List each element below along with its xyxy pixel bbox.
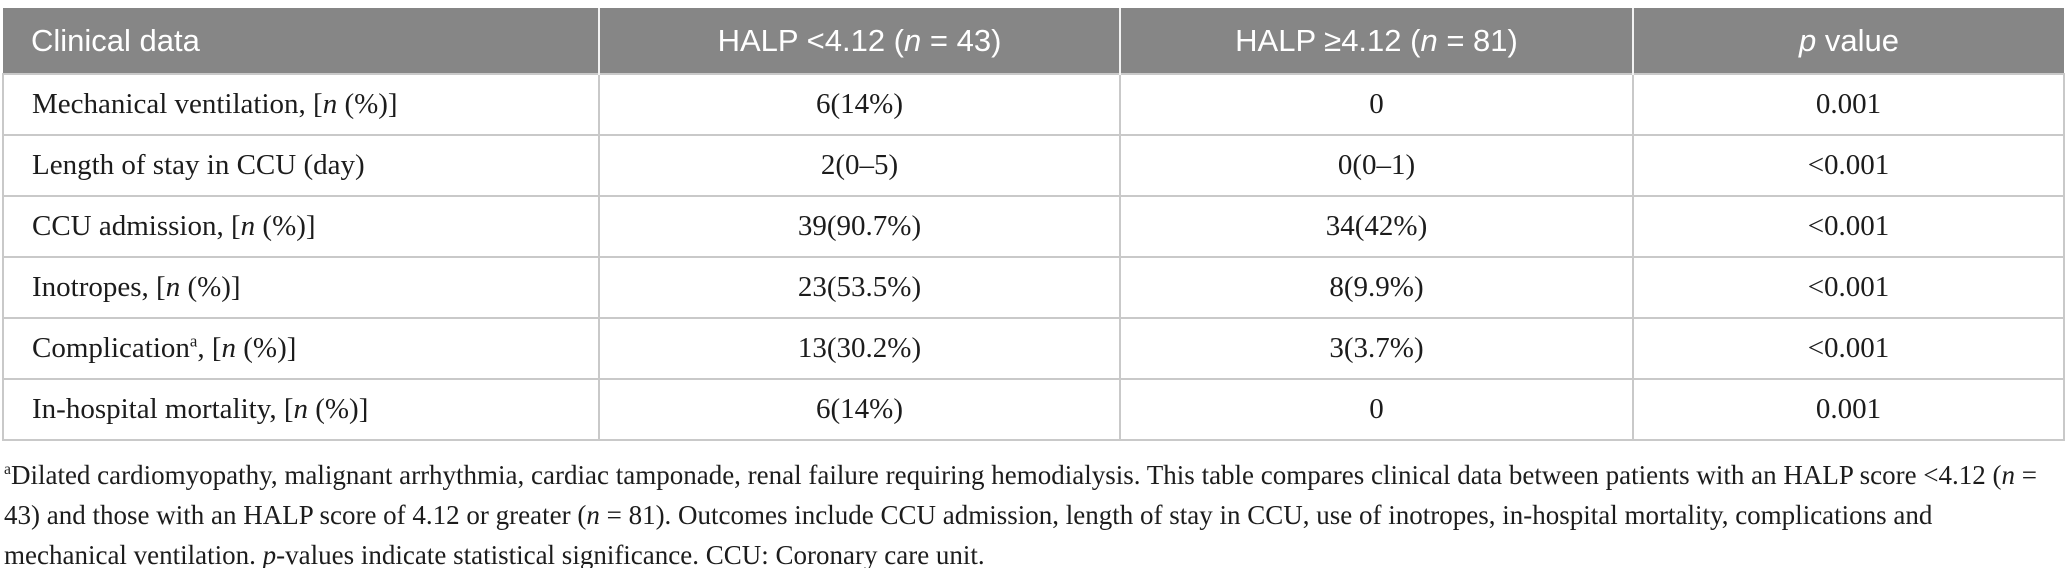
column-header-0: Clinical data <box>3 8 599 74</box>
table-row: CCU admission, [n (%)] 39(90.7%) 34(42%) <0… <box>2 195 2065 258</box>
value-cell: 6(14%) <box>598 73 1121 136</box>
table-row: Inotropes, [n (%)] 23(53.5%) 8(9.9%) <0.001 <box>2 256 2065 319</box>
value-cell: 0(0–1) <box>1119 134 1634 197</box>
row-label: CCU admission, [n (%)] <box>2 195 600 258</box>
row-label: Mechanical ventilation, [n (%)] <box>2 73 600 136</box>
table-row: Mechanical ventilation, [n (%)] 6(14%) 0 0.… <box>2 73 2065 136</box>
clinical-data-table: Clinical data HALP <4.12 (n = 43) HALP ≥4.… <box>2 8 2065 441</box>
value-cell: 2(0–5) <box>598 134 1121 197</box>
value-cell: 6(14%) <box>598 378 1121 441</box>
table-row: Complicationa, [n (%)] 13(30.2%) 3(3.7%) <0… <box>2 317 2065 380</box>
column-header-3: p value <box>1632 8 2064 74</box>
value-cell: 39(90.7%) <box>598 195 1121 258</box>
row-label: Inotropes, [n (%)] <box>2 256 600 319</box>
table-footnote: aDilated cardiomyopathy, malignant arrhy… <box>4 460 2038 568</box>
value-cell: 0 <box>1119 378 1634 441</box>
p-value-cell: <0.001 <box>1632 195 2065 258</box>
table-header-row: Clinical data HALP <4.12 (n = 43) HALP ≥4.… <box>3 8 2064 74</box>
row-label: Length of stay in CCU (day) <box>2 134 600 197</box>
value-cell: 34(42%) <box>1119 195 1634 258</box>
table-row: Length of stay in CCU (day) 2(0–5) 0(0–1) <… <box>2 134 2065 197</box>
p-value-cell: <0.001 <box>1632 317 2065 380</box>
p-value-cell: <0.001 <box>1632 256 2065 319</box>
value-cell: 13(30.2%) <box>598 317 1121 380</box>
value-cell: 3(3.7%) <box>1119 317 1634 380</box>
column-header-2: HALP ≥4.12 (n = 81) <box>1119 8 1633 74</box>
p-value-cell: 0.001 <box>1632 73 2065 136</box>
row-label: Complicationa, [n (%)] <box>2 317 600 380</box>
column-header-1: HALP <4.12 (n = 43) <box>598 8 1120 74</box>
table-body: Mechanical ventilation, [n (%)] 6(14%) 0 0.… <box>2 73 2065 441</box>
p-value-cell: <0.001 <box>1632 134 2065 197</box>
row-label: In-hospital mortality, [n (%)] <box>2 378 600 441</box>
value-cell: 23(53.5%) <box>598 256 1121 319</box>
table-header: Clinical data HALP <4.12 (n = 43) HALP ≥4.… <box>3 8 2064 74</box>
value-cell: 8(9.9%) <box>1119 256 1634 319</box>
p-value-cell: 0.001 <box>1632 378 2065 441</box>
table-row: In-hospital mortality, [n (%)] 6(14%) 0 0.0… <box>2 378 2065 441</box>
value-cell: 0 <box>1119 73 1634 136</box>
